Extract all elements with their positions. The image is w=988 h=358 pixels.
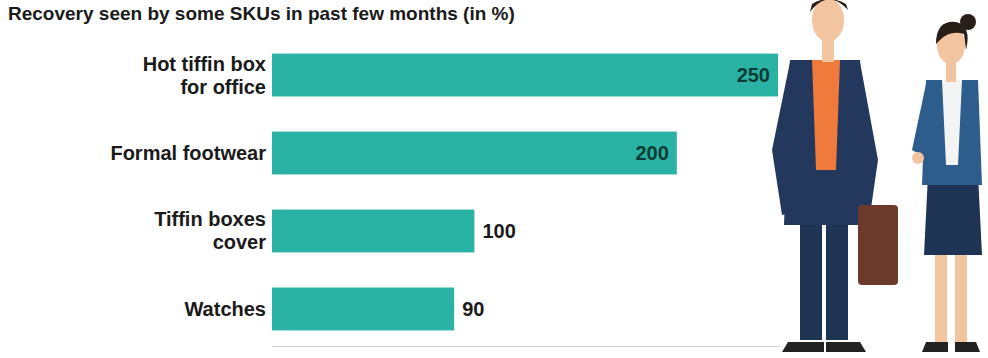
bar — [272, 132, 677, 175]
bar — [272, 54, 778, 97]
woman-neck — [946, 62, 956, 82]
woman-arm — [912, 84, 936, 160]
man-leg — [826, 215, 848, 340]
man-hair — [810, 0, 848, 12]
data-label: 250 — [737, 64, 770, 86]
category-label-line: cover — [213, 231, 267, 253]
woman-shoe — [922, 342, 948, 352]
man-head — [812, 0, 844, 42]
category-label-line: Watches — [184, 298, 266, 320]
man-shoe — [782, 342, 824, 352]
category-label-line: Hot tiffin box — [143, 53, 266, 75]
title: Recovery seen by some SKUs in past few m… — [8, 3, 515, 24]
man-shoe — [826, 342, 866, 352]
man-neck — [822, 40, 834, 62]
category-labels: Hot tiffin boxfor office Formal footwear T… — [110, 53, 266, 320]
man-leg — [800, 215, 822, 340]
bar — [272, 288, 454, 331]
category-label: Watches — [184, 298, 266, 320]
bar — [272, 210, 474, 253]
category-label-line: Tiffin boxes — [154, 208, 266, 230]
woman-shirt — [942, 80, 962, 165]
woman-hand — [912, 152, 924, 164]
man-shirt — [812, 60, 840, 170]
x-axis — [273, 346, 779, 347]
data-label: 100 — [482, 220, 515, 242]
woman-shoe — [955, 342, 980, 352]
data-label: 90 — [462, 298, 484, 320]
category-label-line: for office — [180, 76, 266, 98]
chart: Recovery seen by some SKUs in past few m… — [0, 0, 988, 358]
axis-line — [273, 346, 779, 347]
bag — [858, 205, 898, 285]
category-label-line: Formal footwear — [110, 142, 266, 164]
illustration — [772, 0, 982, 352]
woman-bun — [960, 14, 976, 30]
woman-leg — [935, 250, 947, 342]
category-label: Formal footwear — [110, 142, 266, 164]
data-label: 200 — [635, 142, 668, 164]
woman-leg — [955, 250, 967, 342]
bars — [272, 54, 778, 331]
category-label: Hot tiffin boxfor office — [143, 53, 266, 98]
category-label: Tiffin boxescover — [154, 208, 266, 253]
man-arm — [852, 62, 878, 215]
woman-skirt — [924, 175, 982, 255]
data-labels: 250 200 100 90 — [462, 64, 770, 320]
